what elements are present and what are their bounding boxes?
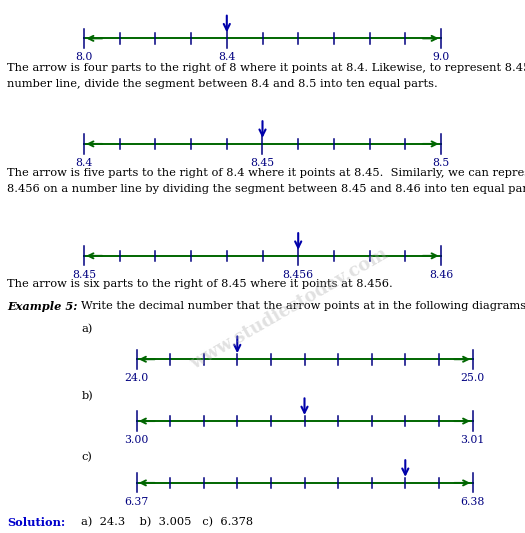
Text: 8.456 on a number line by dividing the segment between 8.45 and 8.46 into ten eq: 8.456 on a number line by dividing the s… — [7, 184, 525, 195]
Text: a): a) — [81, 324, 93, 334]
Text: 6.37: 6.37 — [124, 497, 149, 507]
Text: Write the decimal number that the arrow points at in the following diagrams:: Write the decimal number that the arrow … — [81, 301, 525, 311]
Text: 24.0: 24.0 — [124, 373, 149, 383]
Text: 8.4: 8.4 — [76, 158, 92, 168]
Text: 9.0: 9.0 — [433, 52, 449, 62]
Text: Solution:: Solution: — [7, 517, 65, 528]
Text: The arrow is six parts to the right of 8.45 where it points at 8.456.: The arrow is six parts to the right of 8… — [7, 279, 393, 289]
Text: number line, divide the segment between 8.4 and 8.5 into ten equal parts.: number line, divide the segment between … — [7, 79, 437, 90]
Text: 8.46: 8.46 — [429, 270, 453, 280]
Text: 3.01: 3.01 — [460, 435, 485, 445]
Text: 6.38: 6.38 — [460, 497, 485, 507]
Text: 8.456: 8.456 — [282, 270, 314, 280]
Text: Example 5:: Example 5: — [7, 301, 77, 312]
Text: b): b) — [81, 391, 93, 401]
Text: a)  24.3    b)  3.005   c)  6.378: a) 24.3 b) 3.005 c) 6.378 — [81, 517, 254, 527]
Text: 8.45: 8.45 — [250, 158, 275, 168]
Text: 8.45: 8.45 — [72, 270, 96, 280]
Text: 8.5: 8.5 — [433, 158, 449, 168]
Text: 25.0: 25.0 — [460, 373, 485, 383]
Text: c): c) — [81, 452, 92, 462]
Text: www.studiestoday.com: www.studiestoday.com — [187, 245, 391, 373]
Text: 8.0: 8.0 — [75, 52, 93, 62]
Text: 3.00: 3.00 — [124, 435, 149, 445]
Text: The arrow is four parts to the right of 8 where it points at 8.4. Likewise, to r: The arrow is four parts to the right of … — [7, 63, 525, 73]
Text: 8.4: 8.4 — [218, 52, 235, 62]
Text: The arrow is five parts to the right of 8.4 where it points at 8.45.  Similarly,: The arrow is five parts to the right of … — [7, 168, 525, 178]
